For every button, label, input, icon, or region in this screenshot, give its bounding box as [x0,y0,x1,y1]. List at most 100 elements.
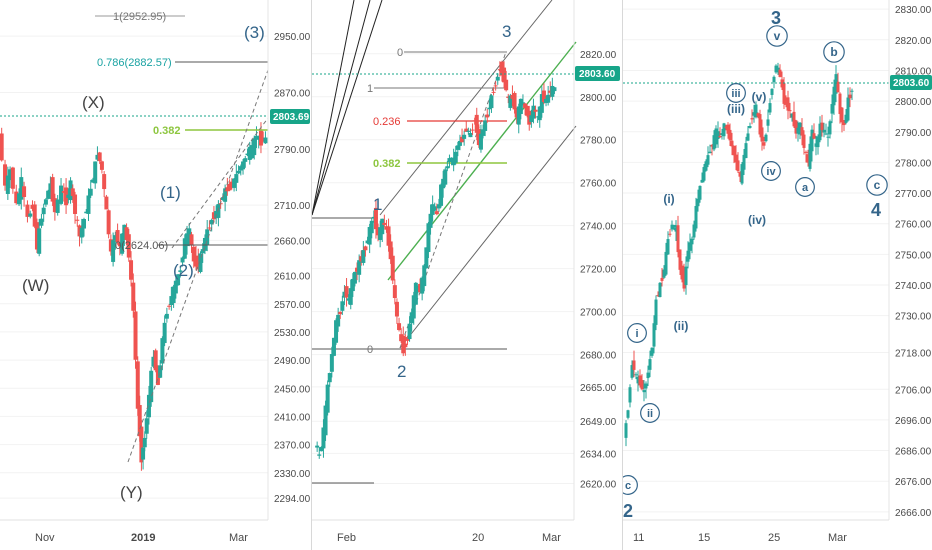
candle-body [155,368,160,385]
candle-body [236,170,241,174]
candle-body [334,320,339,343]
mid-y-tick: 2680.00 [580,351,617,362]
candle-body [120,233,125,254]
candle-body [376,227,381,236]
candle-body [331,337,336,356]
candle-body [180,257,185,263]
candle-body [234,174,239,183]
candle-body [252,138,257,156]
candle-body [780,79,784,88]
candle-body [493,85,498,87]
candle-body [550,85,555,97]
candle-body [258,130,263,146]
candle-body [401,335,406,354]
candle-body [115,230,120,243]
candle-body [535,116,540,118]
candle-body [514,109,519,118]
left-price-tag [270,109,310,124]
candle-body [624,423,628,438]
candle-body [744,143,748,159]
candle-body [263,137,268,144]
wave-label-ring [623,475,638,495]
candle-body [247,146,252,160]
candle-body [712,135,716,150]
candle-body [734,154,738,163]
candle-body [70,188,75,196]
right-y-axis-ticks: 2830.00 2820.00 2810.00 2800.00 2790.00 2780.… [895,5,932,519]
candle-body [836,81,840,93]
wave-label-ring [726,83,746,103]
candle-body [409,312,414,324]
candle-body [546,94,551,103]
right-wave-label: (i) [663,192,674,206]
candle-body [106,210,111,235]
candle-body [64,187,69,206]
candle-body [758,114,762,135]
candle-body [90,179,95,183]
candle-body [386,226,391,246]
candle-body [646,372,650,379]
mid-fan-line-2 [312,0,371,216]
mid-fib-0236-label: 0.236 [373,116,401,128]
candle-body [792,111,796,127]
candle-body [732,145,736,156]
candle-body [17,193,22,205]
candle-body [848,94,852,99]
candle-body [455,145,460,150]
mid-y-tick: 2700.00 [580,308,617,319]
candle-body [668,233,672,235]
candle-body [696,198,700,207]
mid-wave-3: 3 [502,22,511,41]
left-chart[interactable]: 1(2952.95) 0.786(2882.57) 0.382 0(2624.0… [0,0,311,550]
right-wave-label: (v) [752,90,767,104]
candle-body [658,282,662,298]
middle-candles [315,60,557,459]
candle-body [399,334,404,342]
candle-body [196,256,201,270]
candle-body [384,226,389,230]
candle-body [426,223,431,253]
candle-body [466,130,471,132]
candle-body [840,107,844,123]
candle-body [704,161,708,171]
candle-body [802,134,806,148]
candle-body [25,204,30,217]
candle-body [510,94,515,99]
candle-body [10,167,15,189]
candle-body [225,187,230,192]
left-y-tick: 2660.00 [274,236,311,247]
candle-body [369,220,374,234]
candle-body [220,197,225,200]
left-wave-3: (3) [244,23,265,42]
left-fib-label-1: 1(2952.95) [113,11,166,23]
candle-body [151,356,156,367]
mid-y-tick: 2780.00 [580,136,617,147]
candle-body [73,194,78,215]
wave-label-ring [766,25,788,47]
candle-body [61,191,66,193]
mid-y-tick: 2720.00 [580,265,617,276]
right-y-tick: 2770.00 [895,189,932,200]
candle-body [327,373,332,383]
candle-body [730,140,734,147]
middle-chart[interactable]: 0 1 0.236 0.382 0 3 1 2 2820.00 2800.00 27… [312,0,622,550]
middle-overlay-back: 0 1 0.236 0.382 0 [312,0,577,484]
candle-body [533,109,538,112]
candle-body [762,142,766,146]
right-y-tick: 2686.00 [895,447,932,458]
candle-body [388,241,393,260]
candle-body [766,119,770,126]
candle-body [640,380,644,390]
candle-body [325,384,330,413]
candle-body [346,298,351,301]
candle-body [158,365,163,378]
candle-body [84,211,89,214]
candle-body [430,204,435,215]
candle-body [636,376,640,384]
left-overlay: 1(2952.95) 0.786(2882.57) 0.382 0(2624.0… [0,11,269,502]
candle-body [680,265,684,280]
right-wave-label: (iii) [727,102,745,116]
candle-body [754,104,758,118]
